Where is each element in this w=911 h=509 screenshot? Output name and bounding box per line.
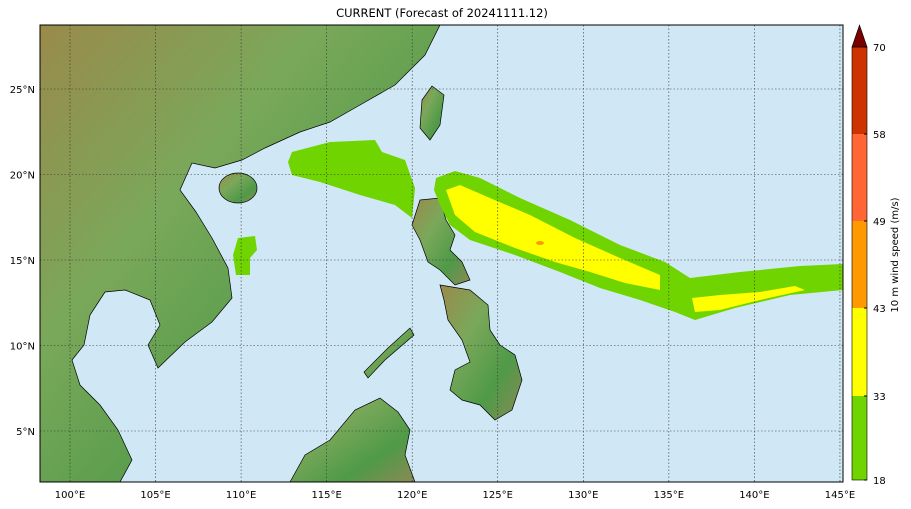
lon-tick-label: 105°E bbox=[140, 490, 170, 501]
lat-tick-label: 20°N bbox=[10, 171, 35, 182]
colorbar-frame bbox=[851, 46, 868, 481]
colorbar-segment bbox=[852, 134, 867, 221]
luzon bbox=[411, 197, 471, 286]
mainland-asia bbox=[40, 25, 441, 482]
colorbar-segment bbox=[852, 221, 867, 308]
wind-swath-yellow-2 bbox=[692, 286, 805, 312]
lon-tick-label: 110°E bbox=[226, 490, 256, 501]
lon-tick-label: 125°E bbox=[483, 490, 513, 501]
wind-swath-yellow-1 bbox=[446, 185, 660, 290]
colorbar-tick-label: 70 bbox=[873, 43, 886, 54]
map-title: CURRENT (Forecast of 20241111.12) bbox=[336, 6, 548, 20]
lon-tick-label: 130°E bbox=[568, 490, 598, 501]
visayas-mindanao bbox=[439, 284, 523, 421]
hainan bbox=[218, 172, 258, 204]
wind-swath-green-west bbox=[288, 140, 415, 218]
lat-tick-label: 5°N bbox=[16, 427, 35, 438]
lat-tick-label: 15°N bbox=[10, 256, 35, 267]
colorbar-segment bbox=[852, 47, 867, 134]
wind-swath-orange bbox=[536, 241, 544, 245]
colorbar-tick-label: 43 bbox=[873, 304, 886, 315]
wind-swath-green-east bbox=[434, 171, 843, 320]
colorbar-tick-label: 33 bbox=[873, 392, 886, 403]
colorbar-extend-arrow bbox=[851, 24, 868, 48]
colorbar-segment bbox=[852, 396, 867, 480]
gridlines bbox=[40, 25, 843, 482]
colorbar-segment bbox=[852, 308, 867, 396]
borneo bbox=[289, 397, 416, 482]
latitude-labels: 25°N 20°N 15°N 10°N 5°N bbox=[10, 85, 35, 438]
wind-swaths bbox=[233, 140, 843, 320]
lon-tick-label: 100°E bbox=[55, 490, 85, 501]
lon-tick-label: 140°E bbox=[739, 490, 769, 501]
lon-tick-label: 135°E bbox=[654, 490, 684, 501]
colorbar-tick-label: 58 bbox=[873, 130, 886, 141]
land bbox=[40, 25, 523, 482]
longitude-labels: 100°E 105°E 110°E 115°E 120°E 125°E 130°E 135°E… bbox=[55, 490, 855, 501]
wind-swath-green-small bbox=[233, 236, 257, 275]
colorbar-tick-label: 49 bbox=[873, 217, 886, 228]
plot-frame bbox=[39, 24, 844, 483]
lon-tick-label: 145°E bbox=[825, 490, 855, 501]
colorbar-label: 10 m wind speed (m/s) bbox=[890, 197, 901, 312]
lon-tick-label: 115°E bbox=[311, 490, 341, 501]
palawan bbox=[363, 327, 415, 379]
colorbar-tick-label: 18 bbox=[873, 476, 886, 487]
lon-tick-label: 120°E bbox=[397, 490, 427, 501]
lat-tick-label: 10°N bbox=[10, 342, 35, 353]
colorbar: 18 33 43 49 58 70 bbox=[851, 24, 886, 487]
lat-tick-label: 25°N bbox=[10, 85, 35, 96]
taiwan bbox=[419, 85, 445, 141]
